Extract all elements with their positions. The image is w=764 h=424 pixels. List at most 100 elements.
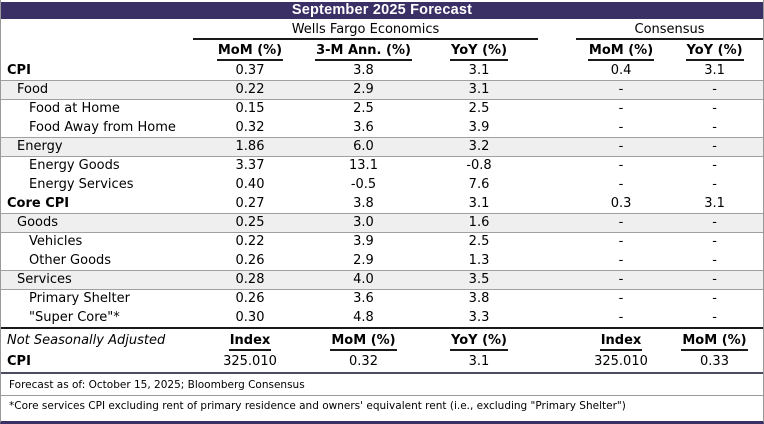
spacer-cell	[538, 99, 576, 118]
table-row: Food Away from Home 0.32 3.6 3.9 - -	[1, 118, 763, 137]
column-header-cell: 3-M Ann. (%)	[307, 39, 420, 61]
value-cell: 3.8	[353, 195, 374, 211]
table-row: Primary Shelter 0.26 3.6 3.8 - -	[1, 289, 763, 308]
table-row: Services 0.28 4.0 3.5 - -	[1, 270, 763, 289]
value-cell: 0.27	[235, 195, 265, 211]
spacer-cell	[538, 270, 576, 289]
value-cell: 3.8	[353, 62, 374, 78]
group-header-wells-fargo: Wells Fargo Economics	[193, 19, 539, 40]
value-cell: 2.9	[353, 82, 374, 97]
value-cell: -	[618, 119, 624, 135]
column-header: YoY (%)	[450, 332, 508, 351]
column-header: MoM (%)	[330, 332, 397, 351]
value-cell: -	[712, 119, 717, 135]
column-header-cell: YoY (%)	[420, 39, 538, 61]
column-header: Index	[228, 332, 272, 351]
table-row: "Super Core"* 0.30 4.8 3.3 - -	[1, 308, 763, 327]
value-cell: 3.9	[468, 119, 490, 135]
value-cell: -	[618, 101, 624, 117]
group-header-row: Wells Fargo Economics Consensus	[1, 19, 763, 40]
nsa-data-row: CPI 325.010 0.32 3.1 325.010 0.33	[1, 351, 763, 373]
value-cell: 2.5	[468, 234, 490, 250]
spacer-cell	[538, 328, 576, 351]
column-header-cell: Index	[193, 328, 307, 351]
column-header-cell: MoM (%)	[666, 328, 763, 351]
value-cell: -	[712, 272, 717, 287]
value-cell: -	[712, 234, 717, 250]
nsa-section-label: Not Seasonally Adjusted	[7, 332, 166, 348]
value-cell: 0.22	[235, 234, 265, 250]
column-header: Index	[599, 332, 643, 351]
column-header-cell: Index	[576, 328, 666, 351]
value-cell: -	[618, 234, 624, 250]
table-row: Core CPI 0.27 3.8 3.1 0.3 3.1	[1, 194, 763, 213]
value-cell: 3.2	[468, 139, 490, 154]
value-cell: 0.3	[610, 195, 632, 211]
value-cell: 0.22	[235, 82, 265, 97]
column-header-spacer	[1, 39, 193, 61]
nsa-value-cell: 325.010	[223, 354, 277, 369]
nsa-value-cell: 3.1	[468, 354, 490, 369]
value-cell: -	[618, 139, 624, 154]
group-gap	[538, 19, 576, 39]
value-cell: 4.0	[353, 272, 374, 287]
spacer-cell	[538, 351, 576, 373]
value-cell: -	[618, 252, 624, 268]
column-header-cell: MoM (%)	[307, 328, 420, 351]
table-row: Energy Services 0.40 -0.5 7.6 - -	[1, 175, 763, 194]
value-cell: -	[712, 215, 717, 230]
row-label: Goods	[17, 215, 59, 230]
value-cell: 3.37	[235, 158, 265, 174]
value-cell: 3.6	[353, 119, 374, 135]
value-cell: 6.0	[353, 139, 374, 154]
row-label: "Super Core"*	[29, 310, 120, 325]
footnote-super-core: *Core services CPI excluding rent of pri…	[9, 400, 626, 412]
value-cell: 0.25	[235, 215, 265, 230]
value-cell: -	[618, 310, 624, 325]
value-cell: 3.0	[353, 215, 374, 230]
value-cell: 4.8	[353, 310, 374, 325]
value-cell: 13.1	[349, 158, 378, 174]
column-header-cell: MoM (%)	[576, 39, 666, 61]
value-cell: -	[618, 291, 624, 307]
nsa-value-cell: 0.32	[349, 354, 378, 369]
column-header-cell: MoM (%)	[193, 39, 307, 61]
table-row: Food 0.22 2.9 3.1 - -	[1, 80, 763, 99]
spacer-cell	[538, 308, 576, 327]
column-header: YoY (%)	[450, 43, 509, 61]
value-cell: 7.6	[468, 177, 490, 192]
spacer-cell	[538, 156, 576, 175]
value-cell: -	[712, 177, 717, 192]
page-title: September 2025 Forecast	[1, 2, 763, 19]
value-cell: 3.9	[353, 234, 374, 250]
forecast-table: Wells Fargo Economics Consensus MoM (%) 3…	[1, 19, 763, 327]
column-header-cell: YoY (%)	[420, 328, 538, 351]
value-cell: -	[618, 272, 624, 287]
value-cell: 3.6	[353, 291, 374, 307]
table-row: Other Goods 0.26 2.9 1.3 - -	[1, 251, 763, 270]
table-row: Energy Goods 3.37 13.1 -0.8 - -	[1, 156, 763, 175]
spacer-cell	[538, 39, 576, 61]
table-row: Energy 1.86 6.0 3.2 - -	[1, 137, 763, 156]
spacer-cell	[538, 289, 576, 308]
value-cell: 3.1	[704, 62, 725, 78]
spacer-cell	[538, 80, 576, 99]
value-cell: 1.3	[468, 252, 490, 268]
value-cell: 0.26	[235, 291, 265, 307]
group-header-spacer	[1, 19, 193, 39]
value-cell: 3.1	[468, 195, 490, 211]
row-label: Food	[17, 82, 49, 97]
value-cell: 2.9	[353, 252, 374, 268]
spacer-cell	[538, 175, 576, 194]
nsa-row-label: CPI	[7, 354, 31, 369]
row-label: Energy	[17, 139, 63, 154]
value-cell: -	[618, 177, 624, 192]
row-label: Other Goods	[29, 252, 112, 268]
column-header: 3-M Ann. (%)	[315, 43, 412, 61]
table-row: Food at Home 0.15 2.5 2.5 - -	[1, 99, 763, 118]
value-cell: 0.15	[235, 101, 265, 117]
row-label: Food at Home	[29, 101, 120, 117]
row-label: Energy Services	[29, 177, 134, 192]
value-cell: 2.5	[468, 101, 490, 117]
spacer-cell	[538, 61, 576, 80]
